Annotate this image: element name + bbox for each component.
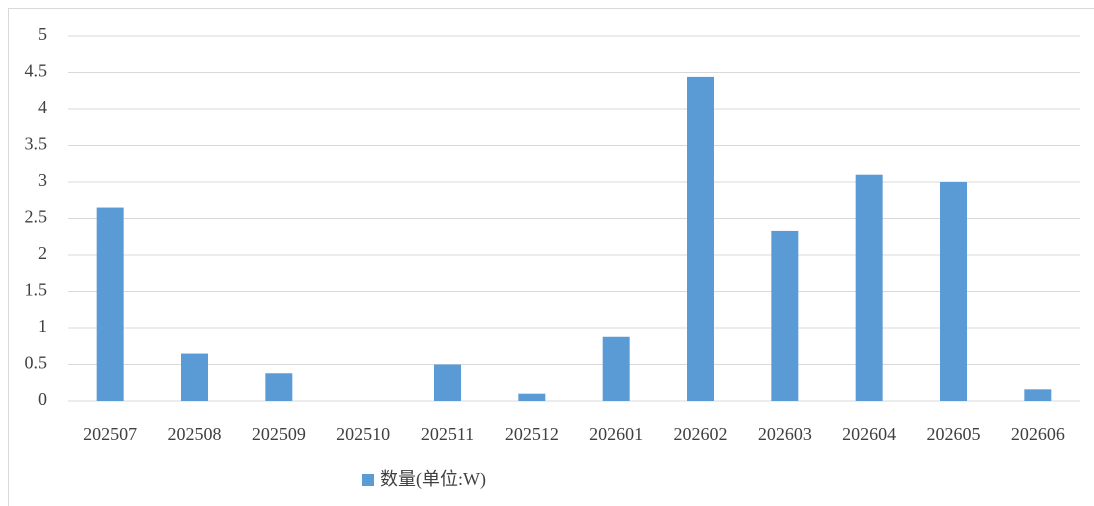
y-tick-label: 3.5 [25,134,48,154]
x-tick-label: 202604 [842,424,896,444]
x-tick-label: 202508 [168,424,222,444]
x-tick-label: 202511 [421,424,474,444]
legend-label: 数量(单位:W) [380,469,486,490]
bar [1024,389,1052,401]
x-tick-label: 202602 [674,424,728,444]
y-tick-label: 2 [38,243,47,263]
x-tick-label: 202605 [927,424,981,444]
bar [602,336,630,401]
x-tick-label: 202603 [758,424,812,444]
bar [687,76,714,401]
chart-frame [8,8,1094,506]
y-tick-label: 2.5 [25,207,48,227]
legend-swatch [362,474,374,486]
x-tick-label: 202510 [336,424,390,444]
bar [96,207,124,401]
y-tick-label: 1.5 [25,280,48,300]
x-tick-label: 202507 [83,424,137,444]
bar [855,174,883,401]
bar [940,182,967,401]
x-tick-label: 202512 [505,424,559,444]
bar [518,393,546,401]
x-tick-label: 202606 [1011,424,1065,444]
bar [771,230,799,401]
y-tick-label: 1 [38,316,47,336]
y-tick-label: 4.5 [25,61,48,81]
y-tick-label: 0.5 [25,353,48,373]
x-tick-label: 202601 [589,424,643,444]
y-tick-label: 3 [38,170,47,190]
bar [434,364,461,401]
y-tick-label: 0 [38,389,47,409]
y-tick-label: 4 [38,97,47,117]
x-tick-label: 202509 [252,424,306,444]
y-tick-label: 5 [38,24,47,44]
bar [181,353,208,401]
bar [265,373,293,401]
